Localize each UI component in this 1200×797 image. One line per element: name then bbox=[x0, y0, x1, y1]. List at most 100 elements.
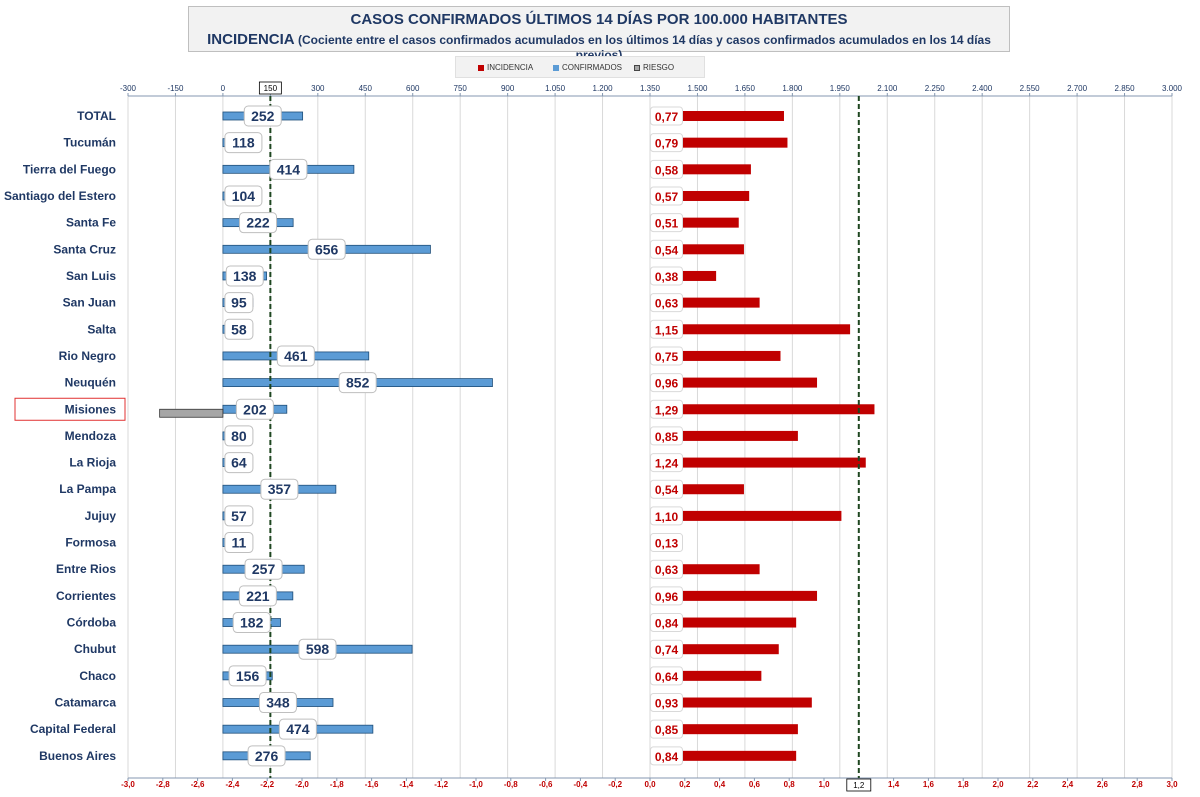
confirmados-data-label-box bbox=[298, 638, 337, 660]
bottom-axis-tick-label: -0,4 bbox=[574, 780, 588, 789]
incidencia-data-label-box bbox=[650, 746, 683, 766]
category-label: Formosa bbox=[65, 536, 116, 550]
incidencia-bar bbox=[650, 430, 798, 441]
incidencia-data-label-box bbox=[650, 213, 683, 233]
incidencia-data-label-box bbox=[650, 559, 683, 579]
incidencia-data-label-box bbox=[650, 239, 683, 259]
legend-swatch-riesgo bbox=[634, 64, 640, 71]
top-axis-tick-label: 1.950 bbox=[830, 84, 851, 93]
category-label: Jujuy bbox=[85, 509, 117, 523]
confirmados-data-label: 138 bbox=[233, 268, 257, 284]
incidencia-data-label-box bbox=[650, 533, 683, 553]
incidencia-data-label-box bbox=[650, 479, 683, 499]
incidencia-data-label: 0,96 bbox=[655, 377, 679, 391]
incidencia-data-label: 1,29 bbox=[655, 403, 679, 417]
category-label: Santa Cruz bbox=[53, 242, 116, 256]
incidencia-data-label-box bbox=[650, 693, 683, 713]
category-label: TOTAL bbox=[77, 109, 116, 123]
bottom-axis-tick-label: -2,6 bbox=[191, 780, 205, 789]
bottom-axis-tick-label: -1,2 bbox=[434, 780, 448, 789]
bottom-axis-tick-label: -1,0 bbox=[469, 780, 483, 789]
incidencia-data-label-box bbox=[650, 346, 683, 366]
top-axis-tick-label: 2.700 bbox=[1067, 84, 1088, 93]
chart-subtitle: INCIDENCIA (Cociente entre el casos conf… bbox=[189, 31, 1009, 62]
incidencia-bar bbox=[650, 510, 842, 521]
confirmados-data-label-box bbox=[307, 238, 346, 260]
confirmados-data-label: 11 bbox=[232, 535, 247, 551]
confirmados-data-label-box bbox=[239, 212, 278, 234]
bottom-axis-tick-label: 3,0 bbox=[1166, 780, 1178, 789]
category-label: Santa Fe bbox=[66, 216, 116, 230]
incidencia-data-label: 1,24 bbox=[655, 457, 679, 471]
incidencia-bar bbox=[650, 724, 798, 735]
confirmados-data-label: 357 bbox=[268, 481, 292, 497]
bottom-axis-tick-label: -0,8 bbox=[504, 780, 518, 789]
incidencia-data-label: 0,93 bbox=[655, 697, 679, 711]
confirmados-data-label-box bbox=[278, 718, 317, 740]
top-axis-tick-label: 1.650 bbox=[735, 84, 756, 93]
legend-label-incidencia: INCIDENCIA bbox=[487, 63, 534, 72]
bottom-axis-tick-label: 0,4 bbox=[714, 780, 726, 789]
bottom-axis-tick-label: 1,0 bbox=[818, 780, 830, 789]
bottom-axis-tick-label: 0,6 bbox=[749, 780, 761, 789]
bottom-axis-tick-label: 0,0 bbox=[644, 780, 656, 789]
top-axis-tick-label: 900 bbox=[501, 84, 515, 93]
incidencia-data-label: 0,96 bbox=[655, 590, 679, 604]
incidencia-bar bbox=[650, 217, 739, 228]
incidencia-bar bbox=[650, 697, 812, 708]
top-axis-tick-label: 2.250 bbox=[925, 84, 946, 93]
confirmados-data-label-box bbox=[224, 292, 254, 314]
incidencia-bar bbox=[650, 350, 781, 361]
category-label: Capital Federal bbox=[30, 722, 116, 736]
bottom-axis-tick-label: -0,6 bbox=[539, 780, 553, 789]
legend-label-confirmados: CONFIRMADOS bbox=[562, 63, 622, 72]
confirmados-data-label-box bbox=[224, 532, 254, 554]
incidencia-data-label-box bbox=[650, 399, 683, 419]
confirmados-data-label: 656 bbox=[315, 241, 339, 257]
confirmados-data-label: 222 bbox=[246, 215, 270, 231]
confirmados-data-label: 118 bbox=[232, 135, 255, 151]
legend-label-riesgo: RIESGO bbox=[643, 63, 675, 72]
bottom-axis-tick-label: -2,2 bbox=[260, 780, 274, 789]
top-reference-label-box bbox=[258, 81, 282, 95]
incidencia-data-label-box bbox=[650, 426, 683, 446]
incidencia-bar bbox=[650, 324, 851, 335]
chart-title: CASOS CONFIRMADOS ÚLTIMOS 14 DÍAS POR 10… bbox=[350, 11, 848, 28]
incidencia-data-label: 0,38 bbox=[655, 270, 679, 284]
confirmados-data-label-box bbox=[260, 478, 299, 500]
confirmados-data-label: 414 bbox=[277, 161, 301, 177]
confirmados-data-label-box bbox=[224, 132, 263, 154]
bottom-axis-tick-label: 1,4 bbox=[888, 780, 900, 789]
confirmados-data-label: 257 bbox=[252, 561, 276, 577]
incidencia-data-label: 0,84 bbox=[655, 617, 679, 631]
incidencia-bar bbox=[650, 564, 760, 575]
confirmados-data-label-box bbox=[225, 265, 264, 287]
incidencia-data-label: 1,10 bbox=[655, 510, 679, 524]
bottom-axis-tick-label: 1,6 bbox=[923, 780, 935, 789]
bottom-axis-tick-label: 2,6 bbox=[1097, 780, 1109, 789]
legend: INCIDENCIA CONFIRMADOS RIESGO bbox=[455, 56, 705, 78]
incidencia-bar bbox=[650, 377, 818, 388]
top-axis-tick-label: 1.050 bbox=[545, 84, 566, 93]
incidencia-data-label: 0,63 bbox=[655, 297, 679, 311]
incidencia-data-label-box bbox=[650, 506, 683, 526]
confirmados-data-label: 461 bbox=[284, 348, 308, 364]
category-label: Buenos Aires bbox=[39, 749, 116, 763]
confirmados-data-label-box bbox=[224, 425, 254, 447]
incidencia-data-label: 0,64 bbox=[655, 670, 679, 684]
bottom-axis-tick-label: 1,8 bbox=[958, 780, 970, 789]
top-axis-tick-label: 2.850 bbox=[1115, 84, 1136, 93]
top-axis-tick-label: 1.200 bbox=[593, 84, 614, 93]
top-axis-tick-label: 750 bbox=[454, 84, 468, 93]
confirmados-data-label: 252 bbox=[251, 108, 275, 124]
incidencia-data-label-box bbox=[650, 453, 683, 473]
incidencia-bar bbox=[650, 270, 717, 281]
confirmados-data-label-box bbox=[338, 372, 377, 394]
top-axis-tick-label: 1.500 bbox=[687, 84, 708, 93]
bottom-axis-tick-label: 2,2 bbox=[1027, 780, 1039, 789]
category-label: Rio Negro bbox=[59, 349, 116, 363]
incidencia-data-label-box bbox=[650, 266, 683, 286]
category-label: Chaco bbox=[79, 669, 116, 683]
confirmados-data-label-box bbox=[258, 692, 297, 714]
confirmados-data-label-box bbox=[269, 158, 308, 180]
